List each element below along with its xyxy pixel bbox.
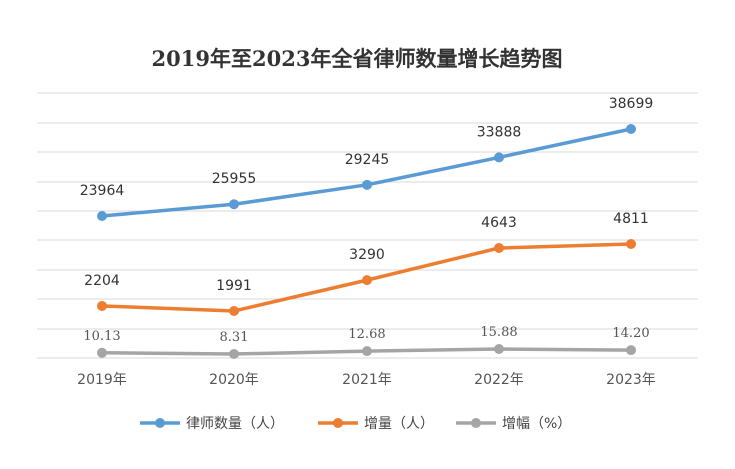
data-label: 3290 bbox=[349, 247, 385, 263]
legend-item-0: 律师数量（人） bbox=[140, 416, 284, 432]
legend-label: 律师数量（人） bbox=[186, 416, 284, 432]
legend-marker bbox=[471, 418, 481, 428]
data-point bbox=[229, 306, 239, 316]
x-axis: 2019年 2020年 2021年 2022年 2023年 bbox=[77, 372, 656, 388]
data-point bbox=[494, 242, 504, 253]
legend: 律师数量（人） 增量（人） 增幅（%） bbox=[140, 416, 571, 432]
data-label: 38699 bbox=[609, 96, 654, 112]
data-point bbox=[229, 349, 239, 359]
x-tick-label: 2020年 bbox=[209, 372, 259, 388]
data-label: 29245 bbox=[345, 152, 390, 168]
legend-item-1: 增量（人） bbox=[318, 416, 434, 432]
data-point bbox=[494, 344, 504, 354]
data-point bbox=[626, 239, 636, 249]
data-label: 33888 bbox=[477, 124, 522, 140]
data-label: 4811 bbox=[613, 211, 649, 227]
data-point bbox=[97, 300, 107, 311]
data-point bbox=[362, 346, 372, 357]
data-label: 23964 bbox=[80, 183, 125, 199]
chart-title: 2019年至2023年全省律师数量增长趋势图 bbox=[152, 46, 563, 71]
data-labels: 23964 25955 29245 33888 38699 2204 1991 3290 464… bbox=[80, 96, 654, 345]
data-point bbox=[229, 199, 239, 210]
data-label: 12.68 bbox=[348, 327, 385, 342]
legend-label: 增幅（%） bbox=[502, 416, 571, 432]
series-line-0 bbox=[101, 127, 632, 218]
legend-label: 增量（人） bbox=[364, 416, 434, 432]
data-point bbox=[97, 347, 107, 358]
series-points bbox=[97, 124, 636, 359]
data-label: 1991 bbox=[216, 278, 252, 294]
x-tick-label: 2021年 bbox=[342, 372, 392, 388]
data-label: 2204 bbox=[84, 273, 120, 289]
gridlines bbox=[37, 92, 698, 359]
data-label: 14.20 bbox=[612, 326, 649, 341]
data-label: 15.88 bbox=[480, 325, 517, 340]
data-label: 4643 bbox=[481, 215, 517, 231]
data-point bbox=[626, 345, 636, 356]
data-point bbox=[626, 124, 636, 134]
data-point bbox=[362, 179, 372, 190]
data-point bbox=[494, 152, 504, 163]
x-tick-label: 2019年 bbox=[77, 372, 127, 388]
x-tick-label: 2022年 bbox=[474, 372, 524, 388]
data-label: 8.31 bbox=[220, 330, 249, 345]
data-point bbox=[97, 211, 107, 221]
data-label: 10.13 bbox=[83, 329, 120, 344]
data-point bbox=[362, 275, 372, 286]
legend-item-2: 增幅（%） bbox=[456, 416, 571, 432]
data-label: 25955 bbox=[212, 171, 257, 187]
legend-marker bbox=[155, 418, 165, 428]
legend-marker bbox=[333, 418, 343, 428]
x-tick-label: 2023年 bbox=[606, 372, 656, 388]
